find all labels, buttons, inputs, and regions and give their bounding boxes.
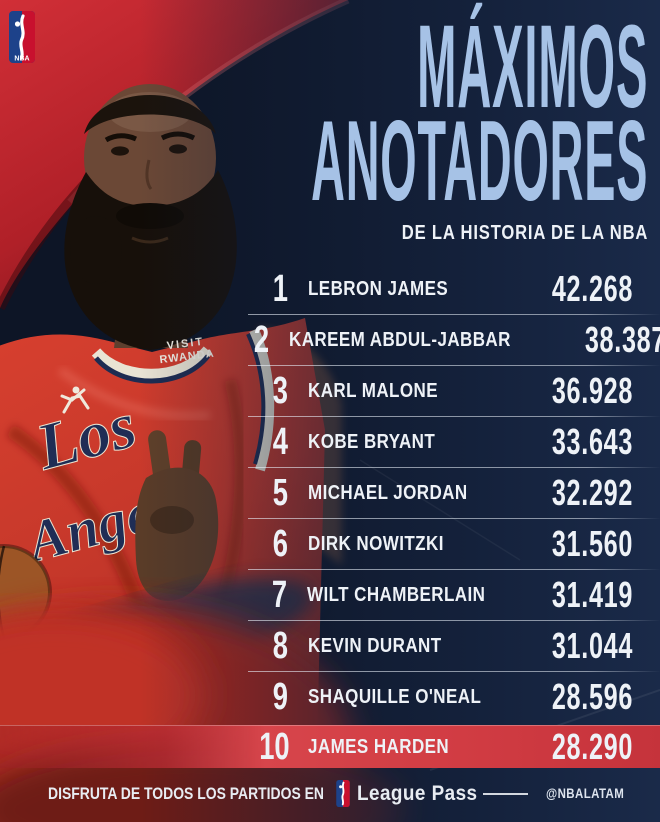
rank-number: 9 xyxy=(272,675,288,718)
rank-number: 10 xyxy=(259,725,290,768)
ranking-row: 10 JAMES HARDEN 28.290 xyxy=(0,722,660,772)
jumpman-logo-icon xyxy=(60,386,90,414)
player-name: LEBRON JAMES xyxy=(308,277,449,300)
player-name: KAREEM ABDUL-JABBAR xyxy=(289,328,511,351)
title-line-2: ANOTADORES xyxy=(310,98,648,225)
points-value: 28.290 xyxy=(551,726,633,767)
points-value: 42.268 xyxy=(551,268,633,309)
points-value: 38.387 xyxy=(584,319,660,360)
league-pass-brand: League Pass xyxy=(357,781,478,805)
rank-number: 2 xyxy=(253,318,270,361)
points-value: 31.560 xyxy=(551,523,633,564)
player-name: MICHAEL JORDAN xyxy=(308,481,468,504)
points-value: 36.928 xyxy=(551,370,633,411)
footer-divider-line xyxy=(483,792,528,795)
nba-logo-small-icon xyxy=(336,780,350,807)
social-handle: @NBALATAM xyxy=(546,784,625,801)
ranking-row: 3 KARL MALONE 36.928 xyxy=(248,365,660,416)
points-value: 28.596 xyxy=(551,676,633,717)
promo-text: DISFRUTA DE TODOS LOS PARTIDOS EN xyxy=(48,783,324,803)
ranking-row: 6 DIRK NOWITZKI 31.560 xyxy=(248,518,660,569)
points-value: 31.419 xyxy=(551,574,633,615)
rank-number: 5 xyxy=(272,471,288,514)
ranking-row: 2 KAREEM ABDUL-JABBAR 38.387 xyxy=(248,314,660,365)
ranking-row: 1 LEBRON JAMES 42.268 xyxy=(248,264,660,314)
title-line-1: MÁXIMOS xyxy=(416,1,648,133)
player-name: KARL MALONE xyxy=(308,379,438,402)
player-name: JAMES HARDEN xyxy=(308,735,450,758)
player-name: SHAQUILLE O'NEAL xyxy=(308,685,482,708)
ranking-row: 8 KEVIN DURANT 31.044 xyxy=(248,620,660,671)
footer: DISFRUTA DE TODOS LOS PARTIDOS EN League… xyxy=(48,780,624,807)
rank-number: 4 xyxy=(272,420,288,463)
rank-number: 3 xyxy=(272,369,288,412)
brand-wrap: League Pass xyxy=(357,782,477,806)
rank-number: 1 xyxy=(272,267,288,310)
ranking-row: 9 SHAQUILLE O'NEAL 28.596 xyxy=(248,671,660,722)
subtitle: DE LA HISTORIA DE LA NBA xyxy=(401,222,648,244)
points-value: 33.643 xyxy=(551,421,633,462)
ranking-row: 4 KOBE BRYANT 33.643 xyxy=(248,416,660,467)
rank-number: 6 xyxy=(272,522,288,565)
player-name: KOBE BRYANT xyxy=(308,430,436,453)
ranking-row: 5 MICHAEL JORDAN 32.292 xyxy=(248,467,660,518)
ranking-row: 7 WILT CHAMBERLAIN 31.419 xyxy=(248,569,660,620)
nba-logo: NBA xyxy=(9,11,35,68)
rank-number: 7 xyxy=(271,573,288,616)
player-name: DIRK NOWITZKI xyxy=(308,532,444,555)
player-name: WILT CHAMBERLAIN xyxy=(307,583,486,606)
scorers-list: 1 LEBRON JAMES 42.268 2 KAREEM ABDUL-JAB… xyxy=(0,264,660,772)
nba-logo-label: NBA xyxy=(14,56,29,63)
rank-number: 8 xyxy=(272,624,288,667)
handle-wrap: @NBALATAM xyxy=(546,785,624,803)
promo-text-wrap: DISFRUTA DE TODOS LOS PARTIDOS EN xyxy=(48,784,334,804)
points-value: 31.044 xyxy=(551,625,633,666)
player-name: KEVIN DURANT xyxy=(308,634,442,657)
title-block: MÁXIMOS ANOTADORES DE LA HISTORIA DE LA … xyxy=(0,1,648,245)
points-value: 32.292 xyxy=(551,472,633,513)
